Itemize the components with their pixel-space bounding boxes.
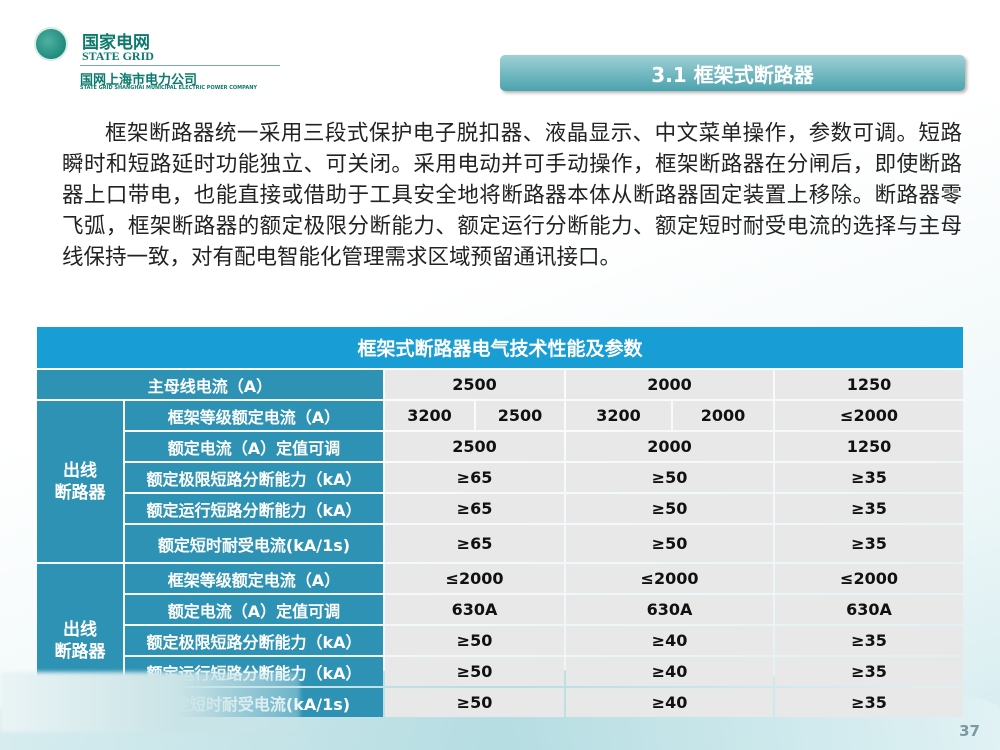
row-label: 额定电流（A）定值可调	[125, 595, 383, 624]
table-row: 额定电流（A）定值可调 2500 2000 1250	[37, 432, 964, 461]
company-cn: 国网上海市电力公司	[80, 73, 198, 88]
cell: ≤2000	[775, 564, 964, 593]
row-label: 主母线电流（A）	[37, 370, 383, 399]
cell: 2500	[476, 401, 564, 430]
cell: ≤2000	[775, 401, 964, 430]
cell: ≥50	[566, 525, 773, 562]
table-row: 额定极限短路分断能力（kA） ≥65 ≥50 ≥35	[37, 463, 964, 492]
row-label: 额定极限短路分断能力（kA）	[125, 626, 383, 655]
cell: 2500	[385, 370, 564, 399]
parameter-table: 框架式断路器电气技术性能及参数 主母线电流（A） 2500 2000 1250 …	[35, 325, 965, 719]
group-label: 出线 断路器	[37, 401, 123, 562]
cell: ≥35	[775, 463, 964, 492]
cell: 1250	[775, 432, 964, 461]
row-label: 额定短时耐受电流(kA/1s)	[125, 525, 383, 562]
cell: ≥40	[566, 657, 773, 686]
table-row: 出线 断路器 框架等级额定电流（A） ≤2000 ≤2000 ≤2000	[37, 564, 964, 717]
cell: ≥35	[775, 688, 964, 717]
cell: 1250	[775, 370, 964, 399]
company-en: STATE GRID SHANGHAI MUNICIPAL ELECTRIC P…	[80, 85, 258, 91]
slide-title: 3.1 框架式断路器	[500, 55, 965, 91]
cell: ≥50	[566, 494, 773, 523]
cell: ≥40	[566, 626, 773, 655]
cell: 2000	[673, 401, 773, 430]
cell: 630A	[775, 595, 964, 624]
cell: 630A	[566, 595, 773, 624]
cell: 2000	[566, 370, 773, 399]
cell: ≥35	[775, 525, 964, 562]
logo-divider	[80, 65, 280, 66]
cell: ≥65	[385, 525, 564, 562]
globe-icon	[34, 27, 68, 61]
group-label-text: 出线 断路器	[54, 460, 106, 503]
row-label: 额定极限短路分断能力（kA）	[125, 463, 383, 492]
cell: ≤2000	[566, 564, 773, 593]
table-row: 额定运行短路分断能力（kA） ≥65 ≥50 ≥35	[37, 494, 964, 523]
cell: ≥65	[385, 494, 564, 523]
group-label-text: 出线 断路器	[54, 619, 106, 662]
cell: 2500	[385, 432, 564, 461]
cell: ≥65	[385, 463, 564, 492]
cell: ≥50	[385, 688, 564, 717]
cell: 630A	[385, 595, 564, 624]
cell: 2000	[566, 432, 773, 461]
state-grid-logo: 国家电网 STATE GRID 国网上海市电力公司 STATE GRID SHA…	[32, 25, 282, 95]
cell: 3200	[566, 401, 671, 430]
cell: ≥35	[775, 657, 964, 686]
table-row: 额定短时耐受电流(kA/1s) ≥65 ≥50 ≥35	[37, 525, 964, 562]
cell: ≤2000	[385, 564, 564, 593]
row-label: 框架等级额定电流（A）	[125, 564, 383, 593]
cell: ≥40	[566, 688, 773, 717]
row-label: 框架等级额定电流（A）	[125, 401, 383, 430]
table-row: 额定电流（A）定值可调 630A 630A 630A	[37, 595, 964, 624]
cell: ≥50	[385, 657, 564, 686]
table-row: 出线 断路器 框架等级额定电流（A） 3200 2500 3200 2000 ≤…	[37, 401, 964, 562]
cell: ≥35	[775, 494, 964, 523]
table-title: 框架式断路器电气技术性能及参数	[37, 327, 964, 368]
table-row: 额定极限短路分断能力（kA） ≥50 ≥40 ≥35	[37, 626, 964, 655]
table-row: 主母线电流（A） 2500 2000 1250	[37, 370, 964, 399]
cell: ≥35	[775, 626, 964, 655]
cell: ≥50	[566, 463, 773, 492]
body-paragraph: 框架断路器统一采用三段式保护电子脱扣器、液晶显示、中文菜单操作，参数可调。短路瞬…	[62, 121, 962, 270]
logo-en: STATE GRID	[82, 49, 154, 63]
cell: ≥50	[385, 626, 564, 655]
cell: 3200	[385, 401, 474, 430]
row-label: 额定运行短路分断能力（kA）	[125, 494, 383, 523]
row-label: 额定电流（A）定值可调	[125, 432, 383, 461]
logo-cn: 国家电网	[82, 33, 150, 53]
blurred-overlay	[0, 672, 300, 732]
page-number: 37	[959, 722, 980, 740]
